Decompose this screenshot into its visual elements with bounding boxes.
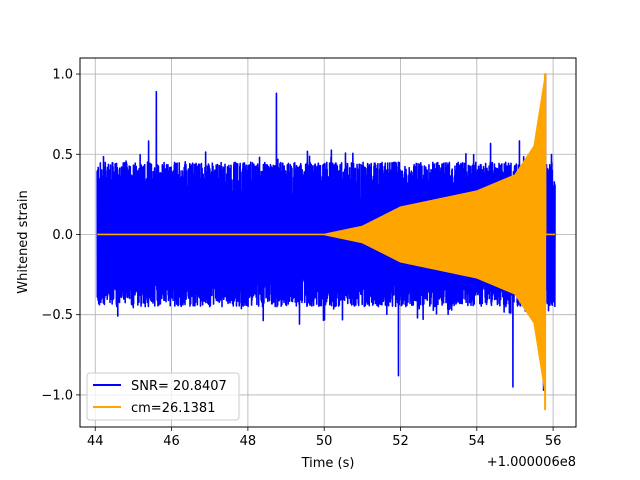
y-tick-label: 0.5 (52, 148, 73, 163)
x-tick-label: 48 (240, 434, 257, 449)
y-tick-label: 1.0 (52, 68, 73, 83)
x-tick-label: 44 (87, 434, 104, 449)
x-tick-label: 54 (469, 434, 486, 449)
legend-box (86, 372, 240, 421)
y-tick-label: 0.0 (52, 228, 73, 243)
legend-entry-cm: cm=26.1381 (131, 401, 215, 416)
legend-entry-snr: SNR= 20.8407 (131, 379, 227, 394)
y-tick-label: −1.0 (41, 388, 73, 403)
axis-ticks: 44 46 48 50 52 54 56 −1.0 −0.5 0.0 0.5 1.0 (41, 68, 561, 449)
x-tick-label: 52 (392, 434, 409, 449)
y-tick-label: −0.5 (41, 308, 73, 323)
x-offset-label: +1.000006e8 (487, 455, 576, 470)
x-tick-label: 50 (316, 434, 333, 449)
plot-frame (79, 57, 577, 428)
series-layer (96, 73, 556, 411)
legend: SNR= 20.8407 cm=26.1381 (86, 372, 240, 421)
y-axis-label: Whitened strain (16, 190, 31, 293)
x-tick-label: 56 (545, 434, 562, 449)
x-axis-label: Time (s) (301, 456, 355, 471)
series-line-cm (96, 73, 556, 411)
x-tick-label: 46 (163, 434, 180, 449)
